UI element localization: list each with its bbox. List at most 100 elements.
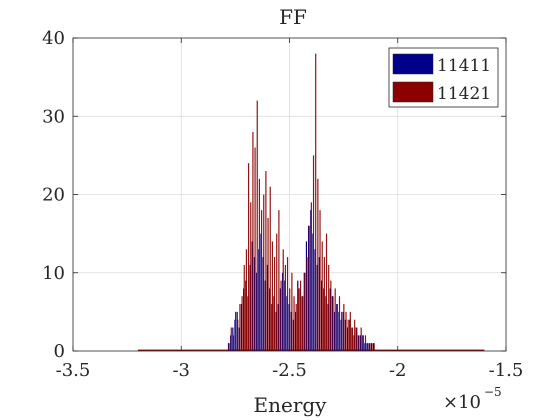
bar-11421 <box>282 249 284 351</box>
bar-11421 <box>349 311 351 351</box>
bar-11421 <box>317 178 319 351</box>
bar-11411 <box>323 288 325 351</box>
bar-11421 <box>286 257 289 351</box>
bar-11421 <box>362 335 364 351</box>
bar-11421 <box>341 311 343 351</box>
bar-11421 <box>367 343 369 351</box>
x-tick-label: -3 <box>172 360 190 381</box>
bar-11421 <box>354 319 356 351</box>
bar-11411 <box>238 327 240 351</box>
bar-11421 <box>373 343 375 351</box>
bar-11411 <box>329 288 331 351</box>
x-tick-label: -2 <box>389 360 407 381</box>
bar-11421 <box>315 53 317 352</box>
bar-11411 <box>353 335 355 351</box>
bar-11411 <box>260 233 262 351</box>
bar-11421 <box>276 233 278 351</box>
bar-11421 <box>228 343 230 351</box>
bar-11421 <box>299 280 302 351</box>
bar-11421 <box>325 233 328 351</box>
bar-11421 <box>336 304 338 351</box>
bar-11421 <box>321 241 323 351</box>
bar-11411 <box>275 311 277 351</box>
chart-title: FF <box>279 5 307 29</box>
legend-label-11421: 11421 <box>437 84 491 104</box>
bar-11421 <box>245 249 248 351</box>
x-tick-label: -1.5 <box>489 360 524 381</box>
y-tick-label: 40 <box>42 28 65 49</box>
bar-11411 <box>284 280 286 351</box>
legend: 11411 11421 <box>388 47 499 108</box>
x-tick-label: -3.5 <box>56 360 91 381</box>
bar-11421 <box>289 288 291 351</box>
bar-11421 <box>343 304 345 351</box>
bar-11421 <box>258 178 261 351</box>
bar-11421 <box>263 194 265 351</box>
bar-11421 <box>356 327 358 351</box>
bar-11411 <box>338 311 340 351</box>
bar-11411 <box>290 311 292 351</box>
bar-11421 <box>237 319 239 351</box>
y-tick-label: 0 <box>54 341 65 362</box>
legend-swatch-11421 <box>392 81 434 103</box>
x-axis-label: Energy <box>254 393 328 417</box>
bar-11421 <box>293 296 295 351</box>
bar-11421 <box>295 304 297 351</box>
bar-11411 <box>368 343 370 351</box>
bar-11421 <box>319 210 321 351</box>
bar-11421 <box>347 319 349 351</box>
bar-11421 <box>247 163 250 351</box>
bar-11421 <box>278 210 280 351</box>
bar-11421 <box>330 280 332 351</box>
bar-11421 <box>273 257 276 351</box>
bar-11421 <box>332 296 334 351</box>
bar-11421 <box>364 335 367 351</box>
bar-11421 <box>360 327 362 351</box>
bar-11421 <box>297 288 299 351</box>
bar-11411 <box>308 225 310 351</box>
bar-11421 <box>267 217 269 351</box>
bar-11421 <box>310 202 312 351</box>
bar-11421 <box>323 257 325 351</box>
bar-11421 <box>306 257 308 351</box>
x-scale-label: ×10 <box>443 392 481 413</box>
bar-11421 <box>232 335 235 351</box>
bar-11421 <box>351 327 354 351</box>
bar-11421 <box>234 311 237 351</box>
bar-11421 <box>338 296 341 351</box>
bar-11411 <box>314 249 316 351</box>
bar-11421 <box>243 264 245 351</box>
bar-11411 <box>247 296 249 351</box>
bar-11411 <box>362 335 364 351</box>
bar-11421 <box>358 335 360 351</box>
bar-11421 <box>345 311 347 351</box>
bar-11421 <box>269 186 271 351</box>
bar-11421 <box>284 264 286 351</box>
x-tick-label: -2.5 <box>272 360 307 381</box>
bar-11421 <box>312 155 315 351</box>
legend-label-11411: 11411 <box>437 56 491 76</box>
x-scale-exponent: −5 <box>484 385 502 399</box>
bar-11421 <box>241 296 243 351</box>
bar-11421 <box>265 171 267 351</box>
bar-11421 <box>271 241 273 351</box>
x-axis-exponent: ×10 −5 <box>443 385 502 413</box>
bar-11421 <box>334 288 336 351</box>
bar-11421 <box>256 100 258 351</box>
bar-11421 <box>328 264 330 351</box>
bar-11421 <box>308 225 310 351</box>
legend-swatch-11411 <box>392 53 434 75</box>
bar-11421 <box>250 202 252 351</box>
bar-11421 <box>254 147 256 351</box>
bar-11421 <box>371 343 373 351</box>
bar-11411 <box>232 327 234 351</box>
bar-11411 <box>299 288 301 351</box>
y-tick-label: 30 <box>42 106 65 127</box>
y-tick-label: 10 <box>42 263 65 284</box>
bar-11421 <box>252 131 254 351</box>
y-tick-label: 20 <box>42 185 65 206</box>
bar-11421 <box>239 304 241 351</box>
bar-11421 <box>280 280 282 351</box>
bar-11411 <box>344 319 347 351</box>
